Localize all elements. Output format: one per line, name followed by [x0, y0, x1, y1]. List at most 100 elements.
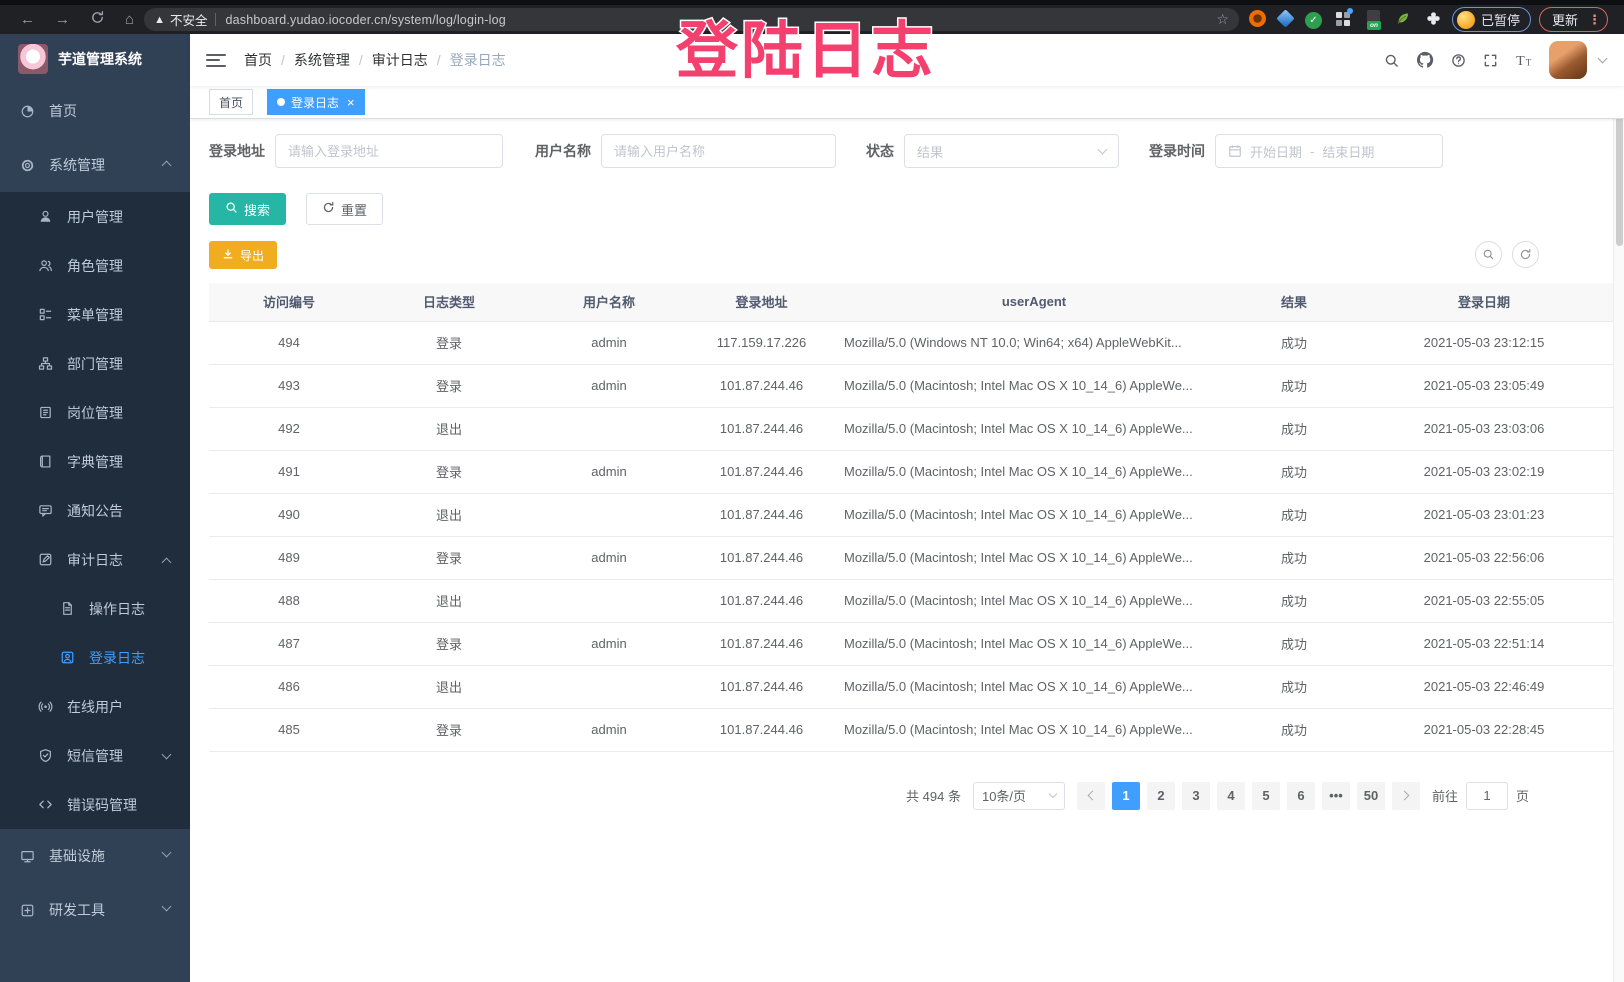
browser-chrome: ← → ⌂ ▲ 不安全 dashboard.yudao.iocoder.cn/sys… — [0, 0, 1624, 34]
date-range-picker[interactable]: 开始日期 - 结束日期 — [1215, 134, 1443, 168]
sidebar-item-post-management[interactable]: 岗位管理 — [0, 388, 190, 437]
sidebar-item-login-log[interactable]: 登录日志 — [0, 633, 190, 682]
sidebar-item-menu-management[interactable]: 菜单管理 — [0, 290, 190, 339]
page-button-4[interactable]: 4 — [1216, 781, 1245, 810]
page-button-3[interactable]: 3 — [1181, 781, 1210, 810]
username-input[interactable] — [601, 134, 836, 168]
hamburger-icon[interactable] — [206, 53, 226, 67]
browser-url-bar[interactable]: ▲ 不安全 dashboard.yudao.iocoder.cn/system/… — [144, 8, 1239, 31]
sidebar-item-dict-management[interactable]: 字典管理 — [0, 437, 190, 486]
question-icon[interactable] — [1451, 53, 1466, 68]
home-icon[interactable]: ⌂ — [125, 11, 135, 28]
reload-icon[interactable] — [90, 10, 105, 29]
leaf-icon[interactable] — [1395, 10, 1412, 30]
table-cell: 101.87.244.46 — [689, 536, 834, 580]
reset-button[interactable]: 重置 — [306, 193, 384, 225]
user-avatar[interactable] — [1549, 41, 1587, 79]
sidebar-item-user-management[interactable]: 用户管理 — [0, 192, 190, 241]
extension-icons: ✓ on — [1248, 7, 1442, 30]
sidebar-item-sms-management[interactable]: 短信管理 — [0, 731, 190, 780]
tag-close-icon[interactable]: × — [347, 94, 355, 110]
tag-item[interactable]: 首页 — [209, 89, 254, 115]
status-select-placeholder: 结果 — [917, 144, 944, 160]
status-select[interactable]: 结果 — [904, 134, 1119, 168]
github-icon[interactable] — [1416, 51, 1434, 69]
sidebar-item-label: 基础设施 — [49, 848, 105, 864]
sidebar-item-operation-log[interactable]: 操作日志 — [0, 584, 190, 633]
sidebar-item-notice-announcement[interactable]: 通知公告 — [0, 486, 190, 535]
table-cell: 登录 — [369, 321, 529, 365]
sidebar-item-dev-tools[interactable]: 研发工具 — [0, 883, 190, 937]
address-input[interactable] — [275, 134, 503, 168]
tag-active[interactable]: 登录日志 × — [267, 89, 365, 115]
sidebar-item-error-code-management[interactable]: 错误码管理 — [0, 780, 190, 829]
search-button[interactable]: 搜索 — [209, 193, 287, 225]
sidebar-item-label: 操作日志 — [89, 600, 145, 617]
sidebar-item-dept-management[interactable]: 部门管理 — [0, 339, 190, 388]
browser-menu-kebab-icon[interactable]: ⋮ — [1588, 11, 1601, 27]
tab-grid-icon[interactable] — [1335, 7, 1353, 30]
sidebar-item-infrastructure[interactable]: 基础设施 — [0, 829, 190, 883]
page-button-6[interactable]: 6 — [1286, 781, 1315, 810]
bookmark-star-icon[interactable]: ☆ — [1216, 11, 1229, 27]
tag-label: 登录日志 — [291, 95, 340, 110]
refresh-table-button[interactable] — [1512, 241, 1539, 268]
page-scrollbar[interactable] — [1613, 34, 1624, 982]
breadcrumb-item[interactable]: 首页 — [244, 52, 272, 68]
sidebar-item-system-management[interactable]: 系统管理 — [0, 138, 190, 192]
diamond-icon[interactable] — [1276, 8, 1295, 28]
switch-on-icon[interactable]: on — [1365, 9, 1382, 30]
breadcrumb-item[interactable]: 系统管理 — [293, 52, 350, 68]
browser-update-button[interactable]: 更新 ⋮ — [1538, 7, 1608, 32]
page-size-select[interactable]: 10条/页 — [972, 781, 1065, 810]
table-cell: 成功 — [1234, 622, 1354, 666]
menu-tree-icon — [38, 307, 54, 322]
puzzle-icon[interactable] — [1425, 10, 1442, 29]
more-pages-button[interactable]: ••• — [1321, 781, 1350, 810]
table-cell: 成功 — [1234, 450, 1354, 494]
table-cell: 490 — [209, 493, 369, 537]
adblock-icon[interactable] — [1248, 9, 1266, 30]
breadcrumb-separator: / — [436, 52, 441, 68]
role-icon — [38, 258, 54, 273]
table-cell: Mozilla/5.0 (Macintosh; Intel Mac OS X 1… — [834, 622, 1234, 666]
filter-actions: 搜索 重置 — [209, 193, 1605, 225]
table-cell: 登录 — [369, 364, 529, 408]
prev-page-button[interactable] — [1076, 781, 1105, 810]
back-icon[interactable]: ← — [20, 11, 35, 28]
browser-profile-pill[interactable]: 已暂停 — [1451, 7, 1531, 32]
sidebar-item-home[interactable]: 首页 — [0, 84, 190, 138]
avatar-dropdown-caret-icon[interactable] — [1597, 53, 1608, 64]
search-icon[interactable] — [1384, 53, 1399, 68]
sidebar-item-role-management[interactable]: 角色管理 — [0, 241, 190, 290]
goto-page-input[interactable] — [1465, 781, 1508, 810]
table-row: 490 退出 101.87.244.46 Mozilla/5.0 (Macintosh… — [209, 493, 1614, 537]
export-button[interactable]: 导出 — [209, 241, 278, 269]
table-row: 492 退出 101.87.244.46 Mozilla/5.0 (Macintosh… — [209, 407, 1614, 451]
username-label: 用户名称 — [535, 143, 591, 159]
gear-icon — [20, 158, 36, 173]
table-row: 486 退出 101.87.244.46 Mozilla/5.0 (Macintosh… — [209, 665, 1614, 709]
sidebar-item-online-users[interactable]: 在线用户 — [0, 682, 190, 731]
forward-icon[interactable]: → — [55, 11, 70, 28]
breadcrumb-item[interactable]: 审计日志 — [371, 52, 428, 68]
sidebar-item-label: 字典管理 — [67, 453, 123, 470]
profile-avatar — [1456, 10, 1475, 29]
table-cell: 成功 — [1234, 364, 1354, 408]
page-button-5[interactable]: 5 — [1251, 781, 1280, 810]
table-cell: Mozilla/5.0 (Windows NT 10.0; Win64; x64… — [834, 321, 1234, 365]
next-page-button[interactable] — [1391, 781, 1420, 810]
fullscreen-icon[interactable] — [1483, 53, 1498, 68]
sidebar-item-audit-log[interactable]: 审计日志 — [0, 535, 190, 584]
post-icon — [38, 405, 54, 420]
toggle-search-button[interactable] — [1475, 241, 1502, 268]
table-cell: 101.87.244.46 — [689, 579, 834, 623]
table-cell: 101.87.244.46 — [689, 622, 834, 666]
page-button-2[interactable]: 2 — [1146, 781, 1175, 810]
column-header: 用户名称 — [529, 283, 689, 322]
green-check-icon[interactable]: ✓ — [1304, 11, 1322, 29]
page-button-1[interactable]: 1 — [1111, 781, 1140, 810]
column-header: userAgent — [834, 283, 1234, 322]
page-button-50[interactable]: 50 — [1356, 781, 1385, 810]
